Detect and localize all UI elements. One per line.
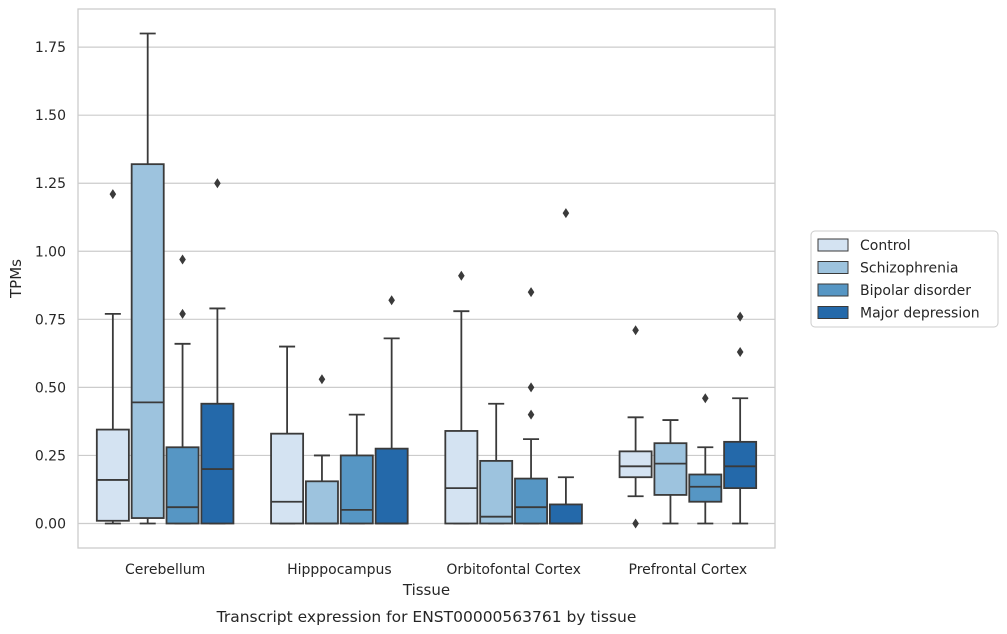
x-axis-label: Tissue bbox=[402, 581, 450, 599]
box-iqr bbox=[548, 503, 583, 525]
y-tick-label: 1.25 bbox=[35, 176, 66, 192]
box-iqr bbox=[514, 477, 548, 525]
box-major-depression bbox=[548, 208, 583, 525]
box-iqr bbox=[95, 428, 130, 522]
boxes-layer bbox=[95, 32, 758, 529]
box-control bbox=[618, 325, 653, 529]
box-bipolar-disorder bbox=[688, 393, 723, 525]
outlier-point bbox=[109, 189, 117, 200]
box-schizophrenia bbox=[130, 32, 165, 525]
box-schizophrenia bbox=[479, 402, 514, 525]
legend-swatch bbox=[817, 306, 849, 319]
box-iqr bbox=[165, 446, 200, 525]
legend-swatch bbox=[817, 238, 849, 252]
box-schizophrenia bbox=[305, 374, 339, 525]
outlier-point bbox=[632, 325, 639, 336]
plot-frame bbox=[77, 8, 776, 549]
y-tick-label: 1.00 bbox=[35, 244, 66, 260]
outlier-point bbox=[736, 311, 744, 322]
outlier-point bbox=[318, 374, 326, 385]
legend-swatch bbox=[817, 261, 849, 274]
box-schizophrenia bbox=[653, 419, 688, 525]
y-tick-label: 0.00 bbox=[35, 517, 66, 533]
outlier-point bbox=[562, 208, 570, 219]
box-bipolar-disorder bbox=[165, 254, 200, 525]
outlier-point bbox=[214, 178, 221, 189]
chart-caption: Transcript expression for ENST0000056376… bbox=[216, 608, 637, 626]
box-bipolar-disorder bbox=[514, 287, 548, 525]
x-tick-label: Orbitofontal Cortex bbox=[446, 562, 581, 578]
box-iqr bbox=[479, 459, 514, 525]
box-major-depression bbox=[200, 178, 235, 525]
y-tick-label: 0.50 bbox=[35, 380, 66, 396]
box-iqr bbox=[444, 430, 479, 525]
y-axis-label: TPMs bbox=[7, 259, 25, 299]
legend-label: Major depression bbox=[860, 306, 980, 322]
legend-label: Control bbox=[860, 238, 911, 254]
box-iqr bbox=[339, 454, 374, 525]
box-control bbox=[444, 270, 479, 525]
y-tick-label: 1.75 bbox=[35, 40, 66, 56]
outlier-point bbox=[527, 287, 535, 298]
box-iqr bbox=[305, 480, 339, 525]
x-tick-label: Prefrontal Cortex bbox=[629, 562, 748, 578]
legend-label: Schizophrenia bbox=[860, 261, 958, 277]
outlier-point bbox=[179, 308, 186, 319]
outlier-point bbox=[527, 409, 535, 420]
box-iqr bbox=[723, 440, 758, 490]
outlier-point bbox=[179, 254, 186, 265]
y-tick-label: 0.25 bbox=[35, 448, 66, 464]
box-control bbox=[270, 345, 305, 525]
box-iqr bbox=[130, 163, 165, 519]
outlier-point bbox=[527, 382, 535, 393]
box-bipolar-disorder bbox=[339, 413, 374, 525]
box-control bbox=[95, 189, 130, 525]
box-iqr bbox=[653, 442, 688, 496]
x-tick-label: Cerebellum bbox=[125, 562, 205, 578]
legend-label: Bipolar disorder bbox=[860, 283, 971, 299]
outlier-point bbox=[458, 270, 465, 281]
box-iqr bbox=[270, 432, 305, 525]
y-tick-label: 0.75 bbox=[35, 312, 66, 328]
legend-frame bbox=[810, 230, 999, 328]
legend-swatch bbox=[817, 283, 849, 297]
outlier-point bbox=[632, 518, 639, 529]
legend: Control Schizophrenia Bipolar disorder Majo… bbox=[810, 230, 999, 328]
y-tick-labels: 0.00 0.25 0.50 0.75 1.00 1.25 1.50 1.75 bbox=[35, 40, 66, 532]
box-iqr bbox=[618, 450, 653, 479]
x-tick-labels: Cerebellum Hipppocampus Orbitofontal Corte… bbox=[125, 562, 747, 578]
box-major-depression bbox=[723, 311, 758, 525]
box-iqr bbox=[200, 402, 235, 525]
y-tick-label: 1.50 bbox=[35, 108, 66, 124]
box-major-depression bbox=[374, 295, 409, 525]
box-iqr bbox=[374, 447, 409, 525]
box-iqr bbox=[688, 473, 723, 503]
outlier-point bbox=[702, 393, 709, 404]
outlier-point bbox=[736, 347, 744, 357]
outlier-point bbox=[388, 295, 395, 306]
x-tick-label: Hipppocampus bbox=[287, 562, 392, 578]
